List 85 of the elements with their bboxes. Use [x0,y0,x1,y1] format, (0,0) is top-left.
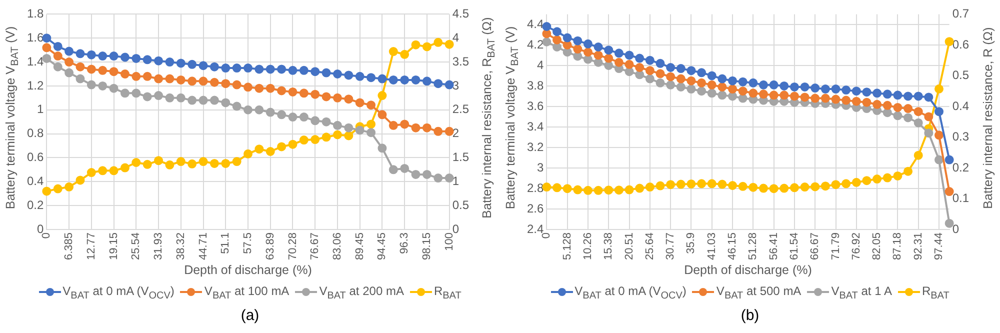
y2-tick-label: 3.5 [452,54,470,68]
x-tick-label: 46.15 [726,232,739,260]
y-tick-label: 4.4 [526,16,544,31]
y2-tick-label: 0.6 [952,37,970,52]
y2-tick-label: 0.5 [952,68,970,82]
x-tick-label: 30.77 [664,232,677,260]
x-tick-label: 12.77 [85,232,98,260]
x-tick-label: 96.3 [398,232,411,254]
legend-label: R$_{BAT}$ [434,284,462,302]
legend-label: V$_{BAT}$ at 1 A [831,284,892,302]
y-tick-label: 0.2 [26,198,44,212]
x-tick-label: 92.31 [912,232,924,260]
y2-tick-label: 4 [452,30,460,44]
y2-tick-label: 1.5 [452,150,470,164]
x-tick-label: 98.15 [420,232,433,260]
y2-axis-title: Battery internal resistance, R (Ω) [980,27,995,209]
y-tick-label: 3.8 [526,78,544,92]
y2-tick-label: 2 [452,126,460,140]
x-axis-title: Depth of discharge (%) [684,262,812,277]
text: (b) [740,307,760,324]
x-tick-label: 66.67 [809,232,822,260]
y2-tick-label: 0.5 [452,198,470,212]
x-tick-label: 15.38 [602,232,615,260]
y-tick-label: 0.6 [26,150,44,164]
legend-label: R$_{BAT}$ [922,284,950,302]
x-tick-label: 38.32 [174,232,187,260]
x-tick-label: 100 [443,232,456,251]
y-tick-label: 4 [536,58,544,72]
y-tick-label: 3.4 [526,119,544,134]
y-tick-label: 1.4 [26,54,44,68]
x-tick-label: 61.54 [788,232,800,260]
y-tick-label: 4.2 [526,37,544,52]
x-tick-label: 97.44 [933,232,946,260]
y-tick-label: 2.8 [526,180,544,195]
x-tick-label: 41.03 [706,232,718,260]
y-tick-label: 3 [536,160,544,174]
x-tick-label: 63.89 [264,232,276,260]
x-tick-label: 51.28 [747,232,760,260]
legend-label: V$_{BAT}$ at 200 mA [319,284,404,302]
x-tick-label: 76.67 [309,232,322,260]
y2-tick-label: 1 [452,174,460,188]
y2-tick-label: 0.1 [952,191,970,206]
y2-tick-label: 2.5 [452,102,470,116]
y-tick-label: 0.4 [26,174,44,188]
y-tick-label: 1 [36,102,44,116]
legend-label: V$_{BAT}$ at 0 mA (V$_{OCV}$) [574,284,686,302]
y2-tick-label: 4.5 [452,6,470,21]
x-tick-label: 76.92 [850,232,862,260]
y2-tick-label: 3 [452,78,460,92]
x-tick-label: 44.71 [197,232,210,260]
x-tick-label: 19.15 [108,232,120,260]
x-tick-label: 5.128 [561,232,574,260]
legend-label: V$_{BAT}$ at 0 mA (V$_{OCV}$) [62,284,174,302]
y2-tick-label: 0.2 [952,160,970,174]
x-tick-label: 57.5 [242,232,254,254]
x-axis-title: Depth of discharge (%) [184,262,312,277]
legend-label: V$_{BAT}$ at 500 mA [716,284,802,302]
x-tick-label: 83.06 [332,232,344,260]
y2-tick-label: 0.7 [952,6,970,21]
x-tick-label: 56.41 [768,232,780,260]
y-tick-label: 1.2 [26,78,44,92]
x-tick-label: 51.1 [220,232,232,254]
y2-tick-label: 0.3 [952,130,970,144]
y-tick-label: 0.8 [26,126,44,140]
y2-tick-label: 0.4 [952,98,970,113]
x-tick-label: 20.51 [623,232,636,260]
x-tick-label: 82.05 [871,232,884,260]
text: (a) [240,307,260,324]
y-tick-label: 1.8 [26,6,44,21]
x-tick-label: 89.45 [354,232,366,260]
legend-label: V$_{BAT}$ at 100 mA [204,284,290,302]
y-tick-label: 3.6 [526,98,544,113]
x-tick-label: 25.64 [644,232,656,260]
x-tick-label: 31.93 [152,232,165,260]
x-tick-label: 87.18 [892,232,904,260]
x-tick-label: 25.54 [130,232,142,260]
y-tick-label: 3.2 [526,140,544,154]
x-tick-label: 10.26 [582,232,594,260]
y-tick-label: 1.6 [26,30,44,44]
y-tick-label: 2.6 [526,201,544,216]
x-tick-label: 94.45 [376,232,388,260]
x-tick-label: 35.9 [685,232,698,254]
x-tick-label: 6.385 [63,232,76,260]
x-tick-label: 71.79 [830,232,842,260]
x-tick-label: 70.28 [286,232,299,260]
